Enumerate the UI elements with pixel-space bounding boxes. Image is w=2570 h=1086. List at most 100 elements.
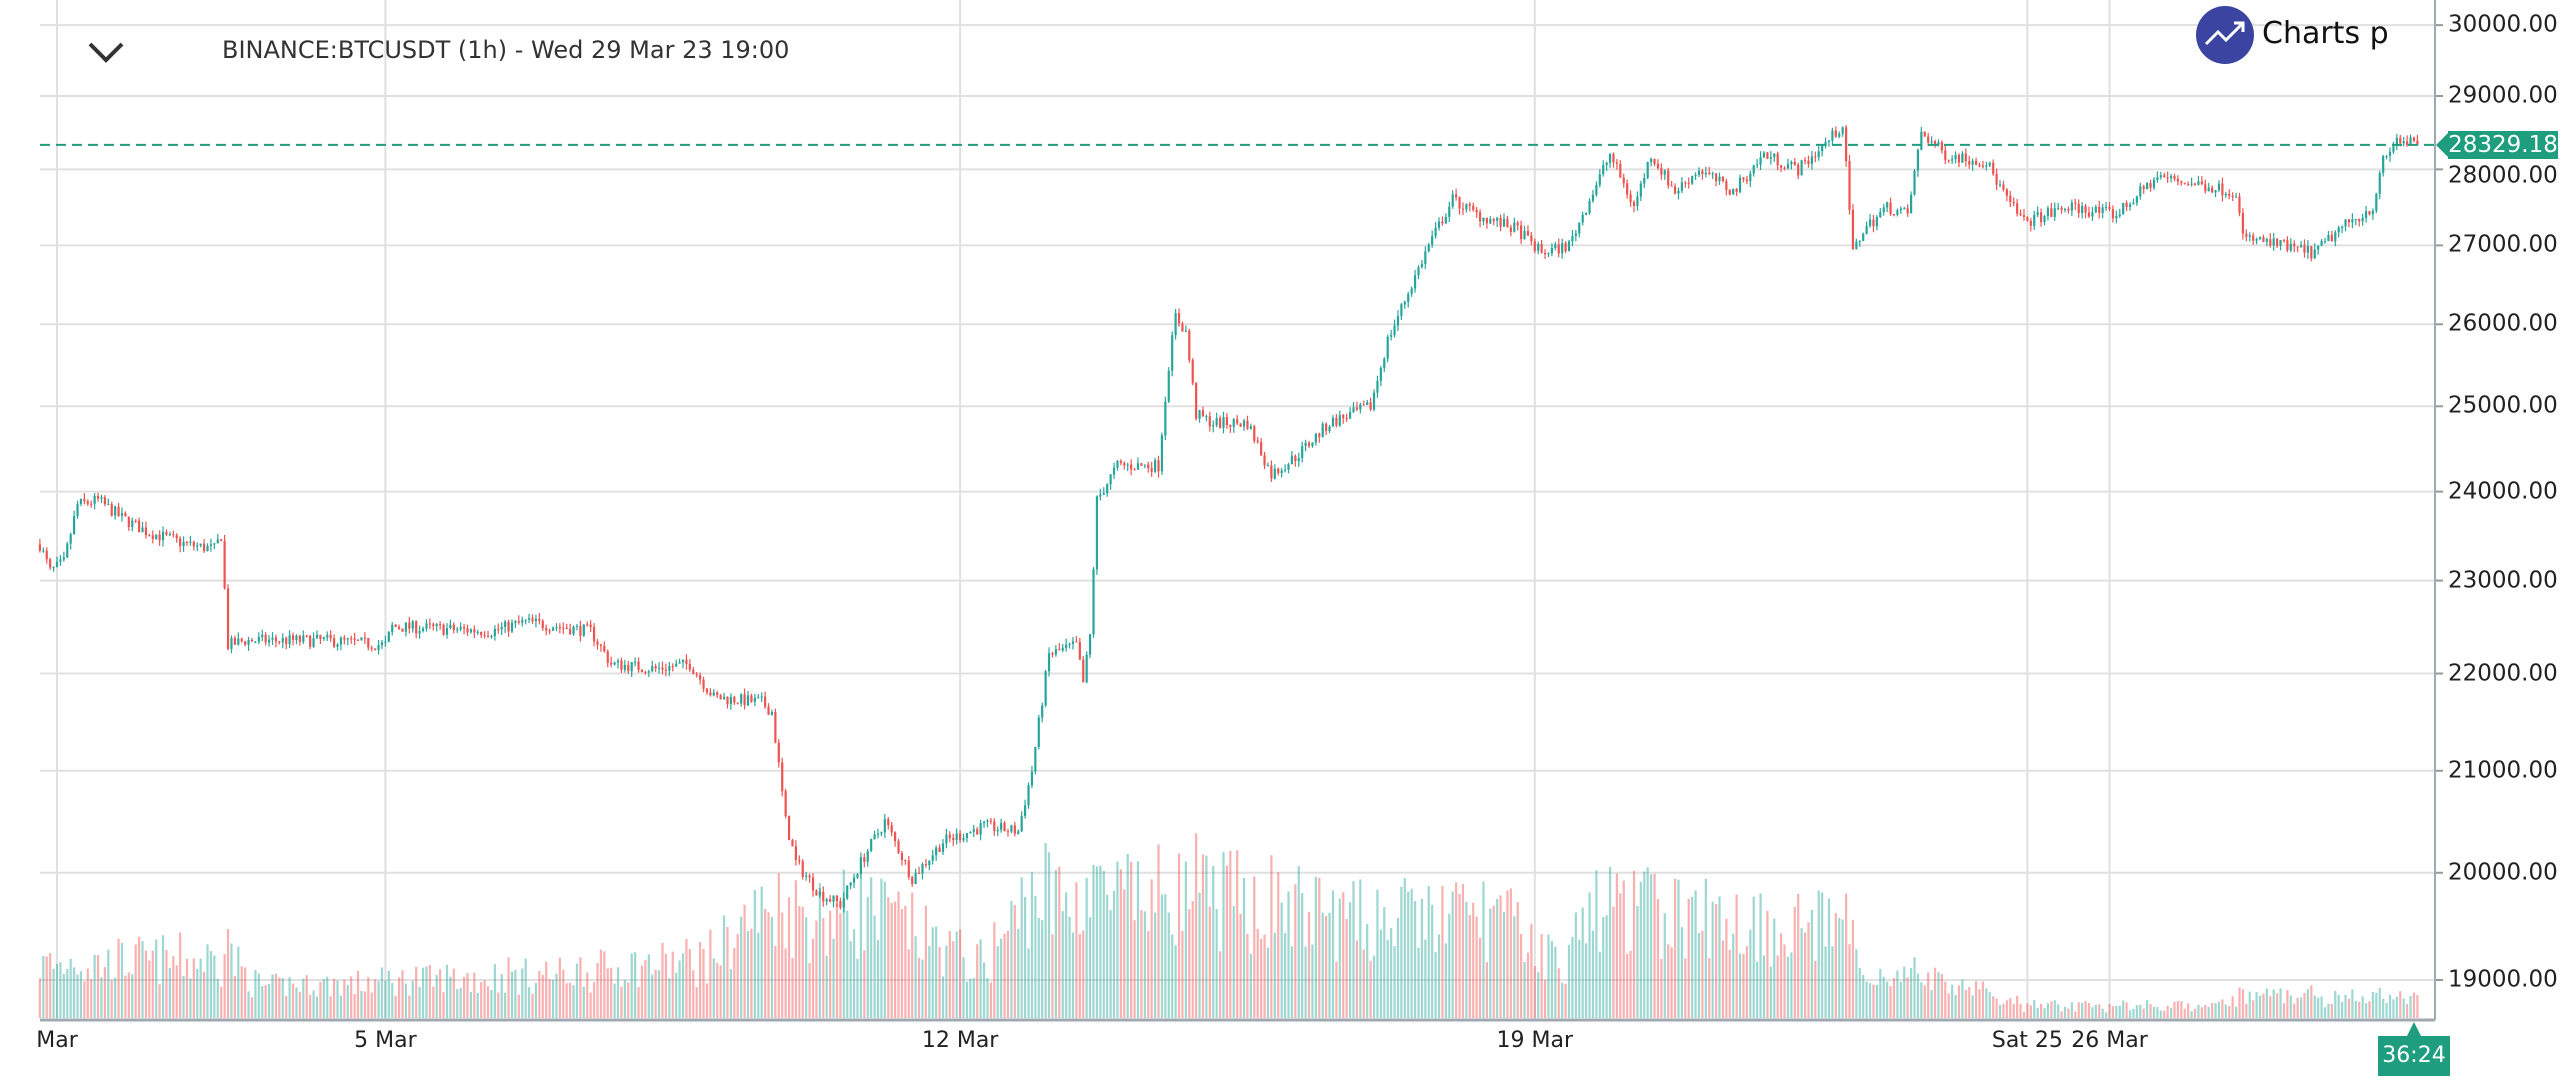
volume-bar (1807, 922, 1810, 1018)
candle-body (894, 832, 897, 842)
volume-bar (1790, 952, 1793, 1018)
candle-body (76, 503, 79, 517)
candle-body (719, 695, 722, 700)
candle-body (2306, 246, 2310, 253)
volume-bar (1598, 951, 1601, 1018)
charts-logo-icon[interactable] (2196, 6, 2254, 64)
volume-bar (319, 981, 322, 1018)
candle-body (1270, 465, 1273, 479)
candle-body (329, 634, 332, 639)
volume-bar (486, 986, 490, 1018)
candle-body (1482, 217, 1485, 222)
volume-bar (1827, 898, 1831, 1018)
volume-bar (527, 987, 531, 1018)
volume-bar (1475, 916, 1478, 1018)
candle-body (681, 659, 685, 663)
time-axis-label: 26 Mar (2071, 1028, 2148, 1053)
candle-body (415, 621, 418, 634)
candle-body (781, 762, 784, 792)
candle-body (1143, 464, 1146, 466)
volume-bar (1605, 915, 1608, 1018)
candle-body (1533, 241, 1536, 251)
volume-bar (2385, 1002, 2388, 1018)
volume-bar (1879, 968, 1882, 1018)
volume-bar (770, 916, 774, 1018)
volume-bar (2255, 992, 2258, 1018)
volume-bar (1352, 881, 1355, 1018)
volume-bar (1838, 917, 1841, 1018)
volume-bar (52, 968, 55, 1018)
volume-bar (2334, 990, 2337, 1018)
volume-bar (1995, 998, 1998, 1018)
candle-body (1523, 230, 1526, 240)
candle-body (2152, 179, 2156, 188)
candle-body (1078, 641, 1081, 660)
candle-body (1530, 235, 1533, 242)
candle-body (1218, 418, 1222, 428)
volume-bar (233, 976, 236, 1018)
volume-bar (1366, 923, 1369, 1018)
volume-bar (1749, 929, 1752, 1018)
candle-body (230, 638, 233, 649)
volume-bar (941, 976, 945, 1018)
candle-body (1054, 649, 1057, 655)
candle-body (657, 667, 661, 669)
volume-bar (1297, 866, 1300, 1018)
volume-bar (945, 945, 948, 1018)
volume-bar (480, 982, 483, 1018)
candle-body (86, 501, 89, 504)
candle-body (2351, 219, 2354, 223)
volume-bar (370, 992, 373, 1018)
candle-body (1776, 153, 1779, 166)
volume-bar (1933, 967, 1937, 1018)
candle-body (2323, 240, 2327, 242)
volume-bar (144, 950, 148, 1018)
candle-body (1147, 464, 1150, 469)
candle-body (989, 820, 992, 822)
candle-body (952, 837, 955, 841)
volume-bar (1034, 895, 1037, 1018)
volume-bar (551, 979, 555, 1018)
candle-body (1670, 185, 1673, 187)
volume-bar (411, 980, 414, 1018)
candle-body (1855, 241, 1858, 250)
volume-bar (1745, 946, 1748, 1018)
volume-bar (1780, 933, 1783, 1018)
volume-bar (1735, 894, 1738, 1018)
volume-bar (952, 941, 955, 1018)
volume-bar (562, 969, 565, 1018)
candle-body (2084, 205, 2087, 213)
volume-bar (1314, 876, 1317, 1018)
volume-bar (1701, 930, 1704, 1018)
candle-body (404, 622, 408, 632)
candle-body (387, 632, 390, 642)
volume-bar (657, 970, 661, 1018)
candle-body (866, 851, 869, 862)
candle-body (996, 829, 999, 832)
volume-bar (716, 962, 719, 1018)
volume-bar (1762, 955, 1766, 1018)
volume-bar (1499, 895, 1502, 1018)
volume-bar (1054, 869, 1057, 1018)
volume-bar (1937, 972, 1940, 1018)
candle-body (2320, 241, 2323, 246)
candle-body (168, 534, 171, 536)
volume-bar (1892, 978, 1896, 1018)
volume-bar (59, 962, 62, 1018)
volume-bar (360, 990, 363, 1018)
candle-body (2026, 216, 2029, 221)
candle-body (62, 557, 65, 560)
candle-body (1619, 163, 1622, 178)
volume-bar (462, 976, 466, 1018)
volume-bar (1147, 931, 1150, 1018)
candle-body (2163, 175, 2166, 178)
volume-bar (2033, 999, 2036, 1018)
collapse-chevron-icon[interactable] (86, 38, 126, 66)
candle-body (1458, 197, 1461, 209)
volume-bar (2402, 998, 2405, 1018)
candle-body (1762, 152, 1766, 158)
candle-body (408, 622, 411, 629)
candle-body (1851, 209, 1855, 250)
volume-bar (634, 952, 637, 1018)
